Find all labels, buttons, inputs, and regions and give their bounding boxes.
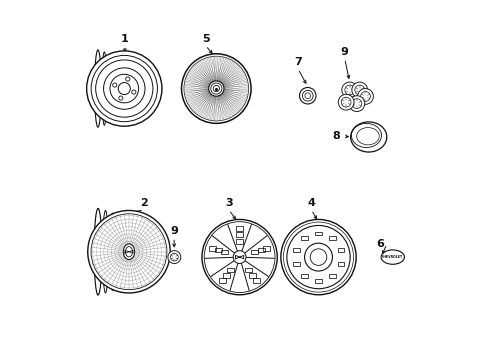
Text: 3: 3: [225, 198, 233, 208]
Ellipse shape: [95, 50, 101, 127]
Text: 1: 1: [121, 34, 129, 44]
Text: 6: 6: [377, 239, 385, 249]
Ellipse shape: [351, 122, 387, 152]
Circle shape: [202, 220, 277, 295]
Circle shape: [209, 81, 224, 96]
Circle shape: [132, 90, 136, 94]
Text: 9: 9: [170, 226, 178, 236]
Circle shape: [213, 85, 220, 92]
Circle shape: [281, 220, 356, 295]
Circle shape: [352, 82, 368, 98]
Ellipse shape: [123, 244, 135, 260]
Ellipse shape: [381, 250, 404, 264]
Ellipse shape: [94, 208, 102, 295]
Circle shape: [119, 96, 123, 100]
Text: 4: 4: [307, 198, 315, 208]
Circle shape: [181, 54, 251, 123]
Circle shape: [358, 89, 373, 104]
Circle shape: [126, 77, 130, 81]
Text: 9: 9: [341, 47, 348, 57]
Circle shape: [88, 211, 170, 293]
Text: 8: 8: [333, 131, 341, 141]
Circle shape: [305, 243, 332, 271]
Text: 2: 2: [140, 198, 148, 208]
Text: 7: 7: [294, 57, 302, 67]
Text: CHEVROLET: CHEVROLET: [382, 255, 403, 259]
Circle shape: [338, 94, 354, 110]
Circle shape: [233, 251, 246, 264]
Circle shape: [299, 87, 316, 104]
Circle shape: [168, 251, 181, 264]
Text: 5: 5: [202, 34, 209, 44]
Circle shape: [87, 51, 162, 126]
Circle shape: [349, 96, 365, 112]
Circle shape: [342, 82, 358, 98]
Circle shape: [113, 83, 117, 87]
